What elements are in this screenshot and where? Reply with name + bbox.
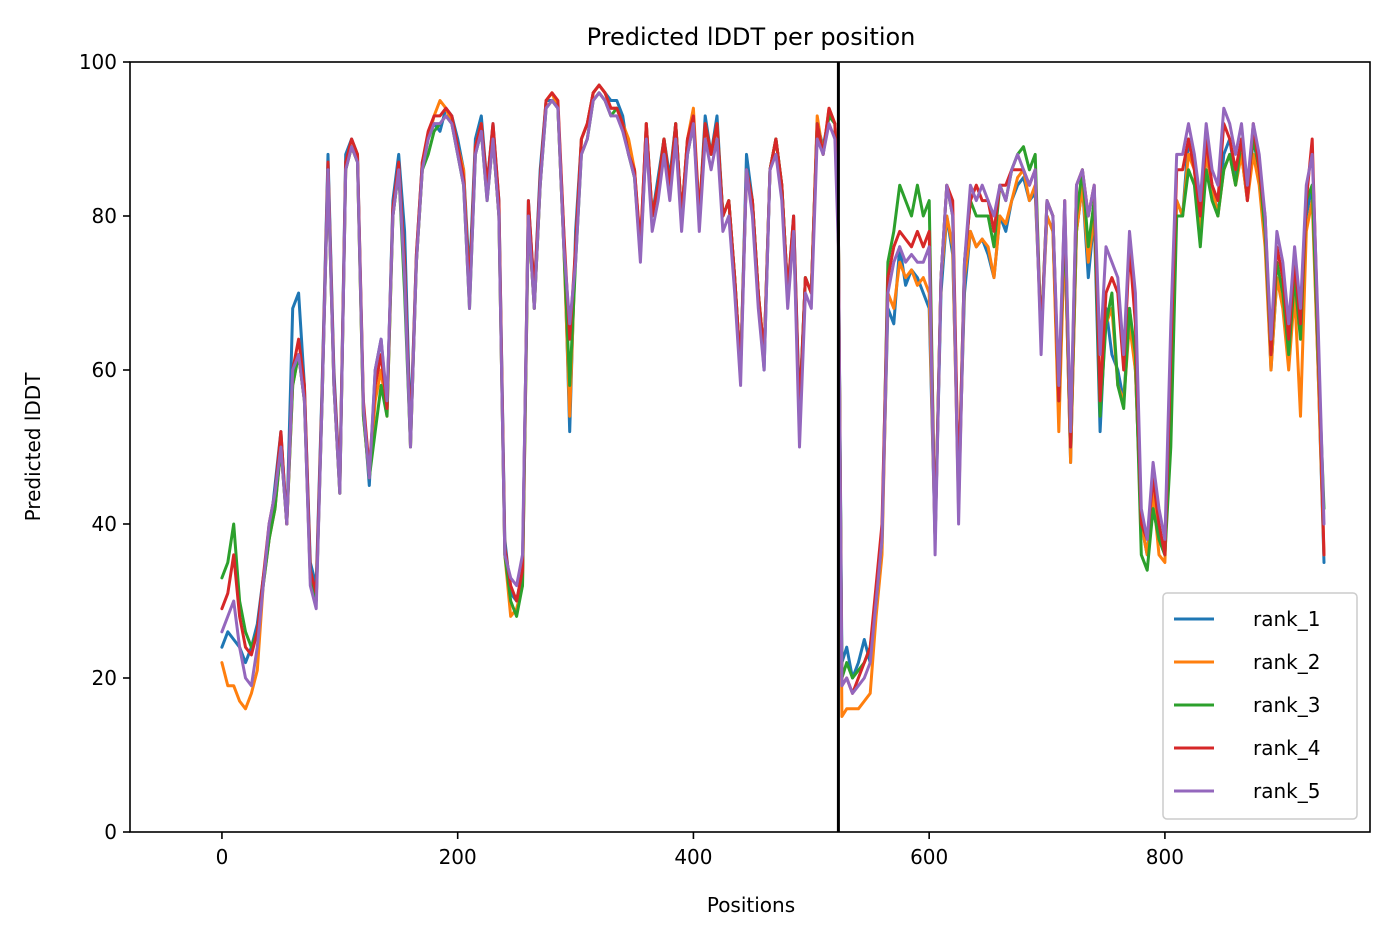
x-tick-label: 0 [216, 845, 229, 869]
legend-label-rank-1: rank_1 [1253, 607, 1320, 631]
x-tick-label: 600 [910, 845, 948, 869]
y-tick-label: 100 [79, 50, 117, 74]
axes-frame [129, 61, 1371, 833]
x-tick-label: 400 [674, 845, 712, 869]
x-axis-ticks: 0 200 400 600 800 [216, 832, 1184, 869]
y-axis-label: Predicted lDDT [21, 372, 45, 522]
legend-label-rank-5: rank_5 [1253, 779, 1320, 803]
plot-area [129, 61, 1371, 833]
legend-label-rank-2: rank_2 [1253, 650, 1320, 674]
y-tick-label: 80 [92, 204, 117, 228]
y-tick-label: 60 [92, 358, 117, 382]
x-tick-label: 800 [1146, 845, 1184, 869]
x-axis-label: Positions [707, 893, 795, 917]
x-tick-label: 200 [439, 845, 477, 869]
series-layer [220, 83, 1326, 718]
legend-label-rank-3: rank_3 [1253, 693, 1320, 717]
y-tick-label: 0 [104, 820, 117, 844]
legend: rank_1 rank_2 rank_3 rank_4 rank_5 [1162, 592, 1358, 820]
y-tick-label: 20 [92, 666, 117, 690]
y-tick-label: 40 [92, 512, 117, 536]
legend-box [1162, 592, 1358, 820]
series-line-rank-5 [220, 91, 1326, 695]
chart-title: Predicted lDDT per position [587, 23, 916, 51]
legend-label-rank-4: rank_4 [1253, 736, 1320, 760]
y-axis-ticks: 0 20 40 60 80 100 [79, 50, 130, 844]
